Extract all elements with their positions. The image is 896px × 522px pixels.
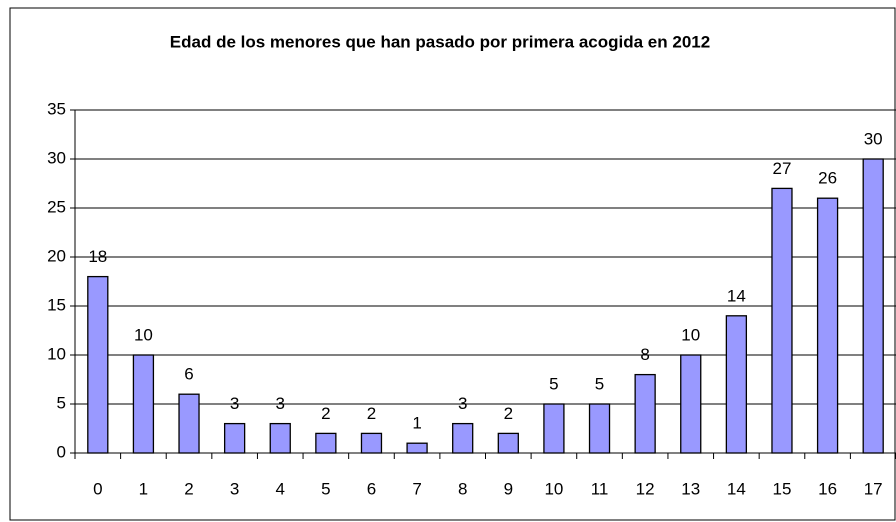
bar (543, 403, 565, 454)
bar (406, 442, 428, 454)
x-tick-label: 17 (864, 479, 883, 498)
x-tick-label: 4 (276, 479, 285, 498)
data-label: 26 (818, 169, 837, 188)
data-label: 2 (367, 404, 376, 423)
bar (588, 403, 611, 454)
x-tick-label: 10 (544, 479, 563, 498)
x-tick-label: 15 (773, 479, 792, 498)
y-tick-label: 35 (47, 99, 66, 118)
data-label: 2 (504, 404, 513, 423)
data-label: 5 (595, 374, 604, 393)
bar (452, 422, 474, 454)
x-tick-label: 5 (321, 479, 330, 498)
data-label: 10 (681, 325, 700, 344)
bar (178, 393, 200, 454)
data-label: 30 (864, 129, 883, 148)
bar (680, 354, 702, 454)
data-label: 6 (184, 365, 193, 384)
x-tick-label: 8 (458, 479, 467, 498)
y-tick-label: 20 (47, 246, 66, 265)
x-tick-label: 9 (504, 479, 513, 498)
x-tick-label: 3 (230, 479, 239, 498)
chart-title: Edad de los menores que han pasado por p… (170, 32, 710, 51)
bar (497, 432, 519, 454)
y-tick-label: 25 (47, 197, 66, 216)
x-tick-label: 12 (636, 479, 655, 498)
bar (360, 432, 383, 454)
y-tick-label: 30 (47, 148, 66, 167)
data-label: 3 (230, 394, 239, 413)
bar (223, 422, 246, 454)
data-label: 3 (276, 394, 285, 413)
data-label: 18 (88, 247, 107, 266)
y-tick-label: 10 (47, 344, 66, 363)
data-label: 5 (549, 374, 558, 393)
x-tick-label: 7 (412, 479, 421, 498)
y-tick-label: 5 (57, 393, 66, 412)
data-label: 2 (321, 404, 330, 423)
data-label: 27 (773, 159, 792, 178)
data-label: 1 (412, 414, 421, 433)
data-label: 8 (640, 345, 649, 364)
x-tick-label: 11 (591, 479, 609, 498)
data-label: 10 (134, 325, 153, 344)
x-tick-label: 14 (727, 479, 746, 498)
x-tick-label: 2 (184, 479, 193, 498)
data-label: 14 (727, 286, 746, 305)
x-tick-label: 13 (681, 479, 700, 498)
x-tick-label: 1 (139, 479, 148, 498)
x-tick-label: 16 (818, 479, 837, 498)
bar (862, 158, 884, 454)
bar (315, 432, 337, 454)
bar (269, 422, 291, 454)
bar (634, 373, 656, 454)
bar (771, 187, 793, 454)
y-tick-label: 0 (57, 442, 66, 461)
bar (816, 197, 839, 454)
y-tick-label: 15 (47, 295, 66, 314)
bar (132, 354, 155, 454)
x-tick-label: 0 (93, 479, 102, 498)
x-tick-label: 6 (367, 479, 376, 498)
bar (725, 315, 748, 454)
bar (87, 275, 109, 454)
data-label: 3 (458, 394, 467, 413)
